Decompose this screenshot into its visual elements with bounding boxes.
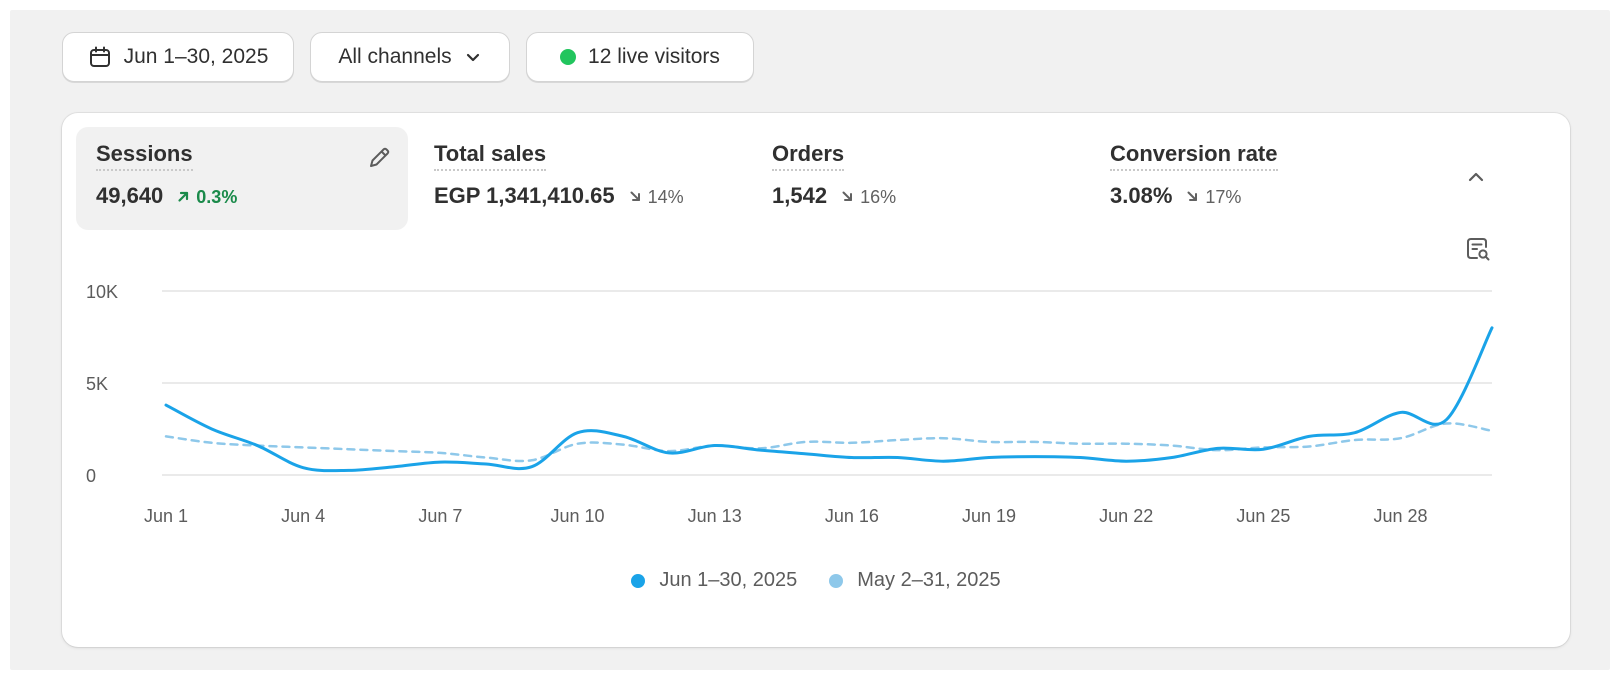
arrow-down-right-icon (629, 187, 642, 208)
live-visitors-button[interactable]: 12 live visitors (526, 32, 754, 82)
metric-value: 3.08% (1110, 183, 1173, 208)
metric-delta: 0.3% (177, 187, 237, 208)
metric-value: 49,640 (96, 183, 164, 208)
x-tick-label: Jun 22 (1099, 506, 1153, 526)
metric-title: Orders (772, 141, 845, 171)
live-status-dot (560, 49, 577, 65)
analytics-card: Sessions 49,640 0.3% Total sales (62, 113, 1570, 647)
y-tick-label: 5K (86, 374, 108, 394)
x-tick-label: Jun 10 (550, 506, 604, 526)
x-tick-label: Jun 16 (825, 506, 879, 526)
series-line-current (164, 326, 1494, 473)
chevron-down-icon (464, 48, 482, 66)
metric-delta-value: 0.3% (196, 187, 238, 207)
metric-delta-value: 14% (647, 187, 684, 207)
legend-label-current: Jun 1–30, 2025 (659, 569, 798, 591)
chart-legend: Jun 1–30, 2025 May 2–31, 2025 (62, 569, 1570, 592)
chart-search-icon[interactable] (1464, 235, 1492, 268)
date-range-label: Jun 1–30, 2025 (123, 45, 269, 68)
date-range-button[interactable]: Jun 1–30, 2025 (62, 32, 294, 82)
metric-value: EGP 1,341,410.65 (434, 183, 615, 208)
metric-value: 1,542 (772, 183, 828, 208)
live-visitors-label: 12 live visitors (588, 45, 720, 68)
arrow-up-right-icon (177, 187, 190, 208)
legend-item-previous[interactable]: May 2–31, 2025 (829, 569, 1001, 592)
legend-item-current[interactable]: Jun 1–30, 2025 (631, 569, 797, 592)
metric-tab-orders[interactable]: Orders 1,542 16% (752, 127, 1082, 230)
x-tick-label: Jun 13 (688, 506, 742, 526)
metric-title: Conversion rate (1110, 141, 1278, 171)
sessions-line-chart: 0 5K 10K Jun 1 Jun 4 Jun 7 Jun 10 Jun 13 Jun 16 J… (86, 282, 1494, 526)
metric-delta: 14% (629, 187, 684, 208)
metric-tab-sessions[interactable]: Sessions 49,640 0.3% (76, 127, 408, 230)
legend-label-previous: May 2–31, 2025 (857, 569, 1001, 591)
x-tick-label: Jun 4 (281, 506, 325, 526)
metric-delta-value: 17% (1205, 187, 1242, 207)
calendar-icon (88, 45, 112, 69)
metric-delta: 16% (841, 187, 896, 208)
metric-title: Sessions (96, 141, 193, 171)
pencil-icon[interactable] (366, 145, 392, 176)
metric-delta-value: 16% (860, 187, 897, 207)
arrow-down-right-icon (1186, 187, 1199, 208)
channel-filter-dropdown[interactable]: All channels (310, 32, 510, 82)
legend-dot-previous (829, 573, 844, 588)
metric-tab-total-sales[interactable]: Total sales EGP 1,341,410.65 14% (414, 127, 744, 230)
legend-dot-current (631, 573, 646, 588)
y-tick-label: 10K (86, 282, 118, 302)
x-tick-label: Jun 28 (1374, 506, 1428, 526)
arrow-down-right-icon (841, 187, 854, 208)
metric-tab-conversion-rate[interactable]: Conversion rate 3.08% 17% (1090, 127, 1430, 230)
chevron-up-icon[interactable] (1464, 165, 1488, 194)
metric-delta: 17% (1186, 187, 1241, 208)
x-tick-label: Jun 25 (1236, 506, 1290, 526)
metric-title: Total sales (434, 141, 547, 171)
y-tick-label: 0 (86, 466, 96, 486)
channel-filter-label: All channels (338, 45, 452, 68)
x-tick-label: Jun 7 (418, 506, 462, 526)
x-tick-label: Jun 19 (962, 506, 1016, 526)
x-tick-label: Jun 1 (144, 506, 188, 526)
